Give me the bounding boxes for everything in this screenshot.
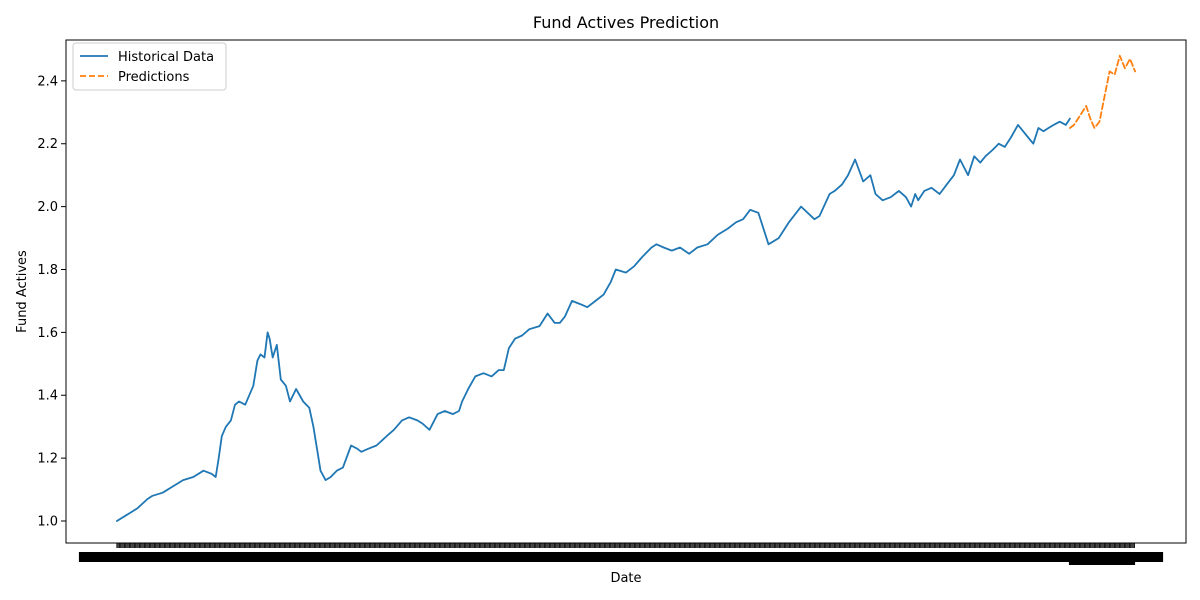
y-tick-label: 1.0 <box>37 514 58 529</box>
x-tick-marks <box>116 543 1135 548</box>
y-axis-label: Fund Actives <box>15 250 30 333</box>
legend: Historical Data Predictions <box>72 42 227 91</box>
x-tick-labels <box>78 552 1164 565</box>
x-tick-label-band <box>78 552 1164 562</box>
legend-label-historical: Historical Data <box>118 50 214 65</box>
x-tick-label-band-overflow <box>1068 560 1136 565</box>
legend-box <box>72 42 227 91</box>
y-tick-label: 1.8 <box>37 263 58 278</box>
chart-title: Fund Actives Prediction <box>533 13 719 32</box>
y-tick-label: 1.2 <box>37 452 58 467</box>
y-ticks: 1.0 1.2 1.4 1.6 1.8 2.0 2.2 2.4 <box>37 74 66 529</box>
plot-frame <box>65 39 1187 544</box>
y-tick-label: 2.0 <box>37 200 58 215</box>
y-tick-label: 2.4 <box>37 74 58 89</box>
y-tick-label: 1.4 <box>37 389 58 404</box>
x-axis-label: Date <box>610 571 641 586</box>
series-line-historical <box>116 117 1071 522</box>
legend-label-predictions: Predictions <box>118 70 190 85</box>
y-tick-label: 1.6 <box>37 326 58 341</box>
y-tick-label: 2.2 <box>37 137 58 152</box>
series-layer <box>116 54 1136 522</box>
series-line-predictions <box>1069 54 1136 129</box>
